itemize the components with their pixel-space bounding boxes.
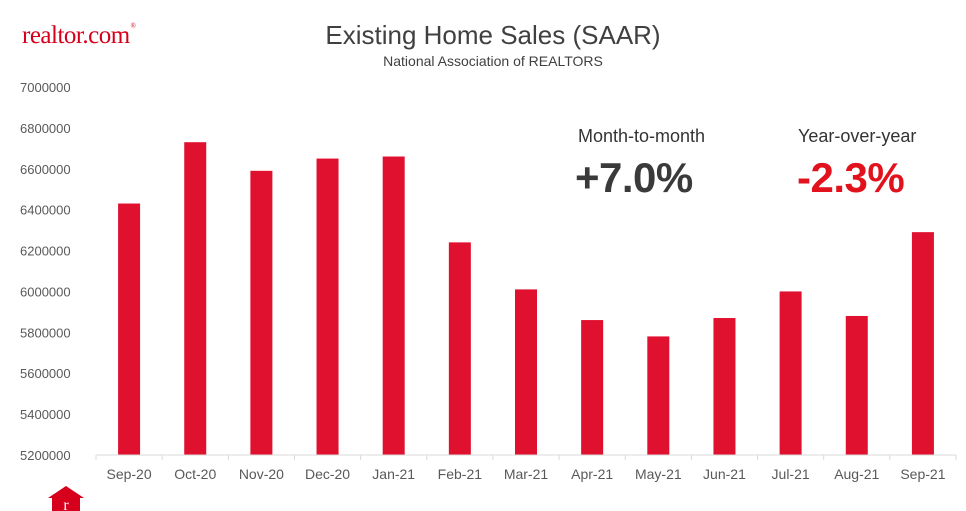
x-tick-label: May-21	[635, 466, 682, 482]
house-icon: r	[48, 486, 84, 511]
logo-registered-mark: ®	[130, 22, 136, 30]
x-tick-label: Feb-21	[438, 466, 483, 482]
y-tick-label: 5800000	[20, 325, 71, 340]
bar-aug-21	[845, 315, 868, 455]
x-tick-label: Dec-20	[305, 466, 350, 482]
bar-oct-20	[184, 142, 207, 455]
y-tick-label: 5200000	[20, 448, 71, 463]
svg-text:r: r	[63, 497, 69, 511]
bar-apr-21	[581, 320, 604, 455]
x-tick-label: Oct-20	[174, 466, 216, 482]
y-tick-label: 6200000	[20, 244, 71, 259]
x-tick-label: Sep-21	[900, 466, 945, 482]
x-tick-label: Mar-21	[504, 466, 549, 482]
x-tick-label: Jun-21	[703, 466, 746, 482]
y-tick-label: 6000000	[20, 284, 71, 299]
x-tick-label: Sep-20	[106, 466, 151, 482]
y-tick-label: 5600000	[20, 366, 71, 381]
mom-label: Month-to-month	[578, 126, 706, 146]
x-tick-label: Jan-21	[372, 466, 415, 482]
y-tick-label: 6800000	[20, 121, 71, 136]
x-tick-label: Apr-21	[571, 466, 613, 482]
x-tick-label: Aug-21	[834, 466, 879, 482]
yoy-label: Year-over-year	[798, 126, 917, 146]
bar-sep-20	[118, 203, 141, 455]
mom-value: +7.0%	[575, 154, 693, 201]
bar-may-21	[647, 336, 670, 455]
y-tick-label: 5400000	[20, 407, 71, 422]
chart-subtitle: National Association of REALTORS	[383, 53, 603, 69]
y-tick-label: 6600000	[20, 162, 71, 177]
bar-mar-21	[515, 289, 537, 455]
x-tick-label: Jul-21	[772, 466, 810, 482]
bar-feb-21	[448, 242, 471, 455]
bar-nov-20	[250, 170, 273, 456]
bar-sep-21	[911, 232, 934, 455]
chart-title: Existing Home Sales (SAAR)	[325, 20, 661, 50]
x-tick-label: Nov-20	[239, 466, 284, 482]
bar-jul-21	[779, 291, 802, 455]
bar-jun-21	[713, 318, 736, 455]
y-tick-label: 6400000	[20, 203, 71, 218]
x-axis-ticks: Sep-20 Oct-20 Nov-20 Dec-20 Jan-21 Feb-21 Mar-…	[95, 455, 957, 482]
bar-dec-20	[316, 158, 339, 456]
y-tick-label: 7000000	[20, 80, 71, 95]
yoy-value: -2.3%	[797, 154, 905, 201]
realtor-logo[interactable]: realtor.com®	[22, 22, 136, 50]
bars	[118, 142, 934, 456]
y-axis-ticks: 5200000 5400000 5600000 5800000 6000000 62000…	[20, 80, 71, 463]
bar-jan-21	[382, 156, 405, 455]
logo-text: realtor.com	[22, 22, 130, 49]
